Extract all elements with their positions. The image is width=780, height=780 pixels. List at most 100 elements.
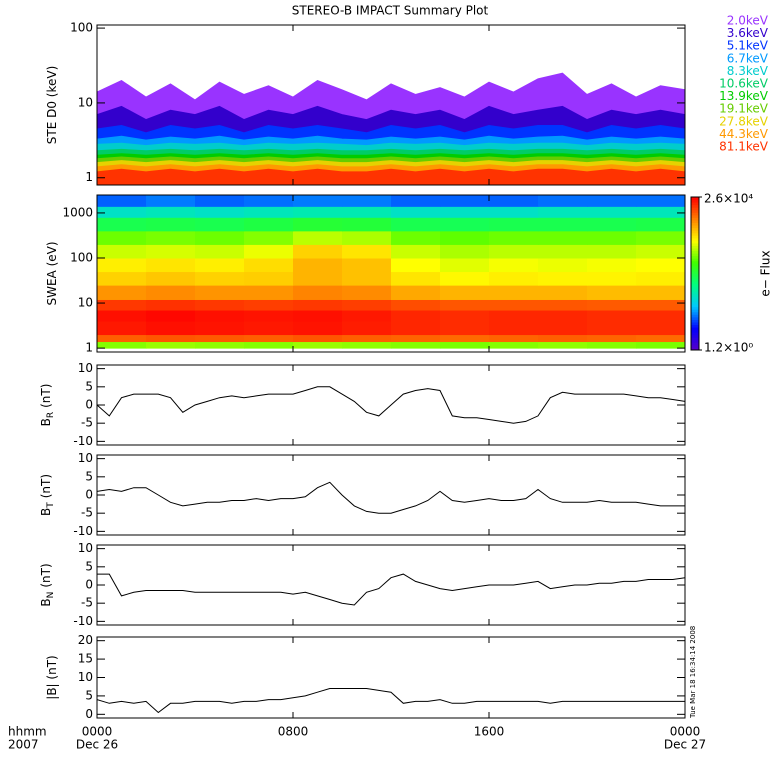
spectrogram-cell [391,271,441,286]
spectrogram-cell [244,334,294,343]
spectrogram-cell [293,299,343,311]
spectrogram-cell [97,230,147,245]
colorbar-swatch [691,311,699,315]
colorbar-swatch [691,327,699,331]
spectrogram-cell [538,257,588,273]
spectrogram-cell [244,285,294,300]
plot-area [97,72,685,185]
spectrogram-cell [342,195,392,207]
spectrogram-cell [636,299,685,311]
spectrogram-cell [195,334,245,343]
energy-channel-area [97,168,685,185]
spectrogram-cell [146,320,196,336]
colorbar-swatch [691,255,699,259]
spectrogram-cell [293,217,343,232]
y-axis-label-sub: N [46,592,56,599]
spectrogram-cell [489,217,539,232]
spectrogram-cell [293,195,343,207]
y-tick-label: -5 [81,506,93,520]
spectrogram-cell [440,310,490,322]
spectrogram-cell [195,285,245,300]
spectrogram-cell [293,341,343,349]
spectrogram-cell [587,271,637,286]
spectrogram-cell [195,341,245,349]
spectrogram-cell [342,320,392,336]
colorbar-swatch [691,288,699,292]
spectrogram-cell [538,285,588,300]
spectrogram-cell [391,244,441,259]
spectrogram-cell [195,310,245,322]
spectrogram-cell [636,257,685,273]
field-line [97,688,685,714]
spectrogram-cell [636,310,685,322]
colorbar-swatch [691,301,699,305]
spectrogram-cell [195,320,245,336]
x-tick-label: 0800 [278,725,309,739]
spectrogram-cell [146,285,196,300]
spectrogram-cell [244,310,294,322]
spectrogram-cell [538,334,588,343]
colorbar-swatch [691,235,699,239]
x-date-label: Dec 26 [76,738,118,752]
spectrogram-cell [489,257,539,273]
spectrogram-cell [391,230,441,245]
spectrogram-cell [440,230,490,245]
spectrogram-cell [636,320,685,336]
field-line [97,481,685,514]
spectrogram-cell [146,310,196,322]
y-axis-label-text: B [39,418,53,426]
spectrogram-cell [244,257,294,273]
spectrogram-cell [440,257,490,273]
y-axis-label-unit: (nT) [39,384,53,408]
spectrogram-cell [146,244,196,259]
colorbar-swatch [691,304,699,308]
y-tick-label: 1000 [62,205,93,219]
colorbar-tick-label: 2.6×10⁴ [704,192,753,206]
colorbar-swatch [691,342,699,346]
y-tick-label: 10 [78,451,93,465]
spectrogram-cell [97,310,147,322]
colorbar-swatch [691,293,699,297]
y-tick-label: 100 [70,21,93,35]
colorbar-swatch [691,222,699,226]
legend-entry: 44.3keV [719,127,769,141]
y-tick-label: 100 [70,250,93,264]
spectrogram-cell [97,299,147,311]
spectrogram-cell [97,320,147,336]
y-tick-label: 0 [85,578,93,592]
colorbar-swatch [691,278,699,282]
colorbar-swatch [691,242,699,246]
spectrogram-cell [342,341,392,349]
y-tick-label: 15 [78,652,93,666]
spectrogram-cell [293,244,343,259]
spectrogram-cell [244,299,294,311]
spectrogram-cell [489,334,539,343]
colorbar-swatch [691,314,699,318]
spectrogram-cell [195,257,245,273]
spectrogram-cell [293,230,343,245]
y-tick-label: 10 [78,361,93,375]
spectrogram-cell [391,285,441,300]
spectrogram-cell [587,285,637,300]
colorbar-swatch [691,339,699,343]
legend-entry: 19.1keV [719,102,769,116]
spectrogram-cell [97,341,147,349]
colorbar-label: e− Flux [759,250,773,296]
panel-frame [96,24,686,186]
spectrogram-cell [489,320,539,336]
colorbar-swatch [691,212,699,216]
spectrogram-cell [636,217,685,232]
spectrogram-cell [538,299,588,311]
spectrogram-cell [538,244,588,259]
colorbar-swatch [691,250,699,254]
spectrogram-cell [391,310,441,322]
x-tick-label: 0000 [82,725,113,739]
colorbar-swatch [691,334,699,338]
spectrogram-cell [146,271,196,286]
colorbar-swatch [691,344,699,348]
spectrogram-cell [342,217,392,232]
spectrogram-cell [440,341,490,349]
spectrogram-cell [587,195,637,207]
spectrogram-cell [97,244,147,259]
spectrogram-cell [342,271,392,286]
